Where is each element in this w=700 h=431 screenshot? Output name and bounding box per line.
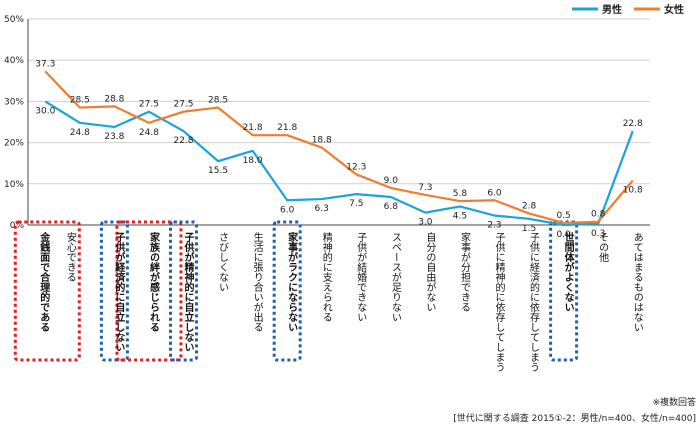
female-value-label: 9.0 bbox=[384, 176, 399, 186]
male-value-label: 4.5 bbox=[453, 211, 467, 221]
male-value-label: 6.3 bbox=[315, 204, 329, 214]
male-value-label: 24.8 bbox=[70, 128, 90, 138]
female-value-label: 18.8 bbox=[312, 136, 332, 146]
male-value-label: 7.5 bbox=[349, 199, 363, 209]
category-labels: 金銭面で合理的である 安心できる 子供が経済的に自立しない 家族の絆が感じられる 子供が… bbox=[38, 231, 643, 372]
male-value-label: 3.0 bbox=[418, 218, 433, 228]
legend-label: 女性 bbox=[664, 3, 684, 16]
y-tick-label: 50% bbox=[4, 15, 24, 25]
category-label: 自分の自由がない bbox=[424, 231, 436, 312]
male-value-label: 2.3 bbox=[487, 221, 501, 231]
y-tick-label: 0% bbox=[10, 221, 25, 231]
female-value-label: 6.0 bbox=[487, 188, 502, 198]
footnotes: ※複数回答 [世代に関する調査 2015①-2：男性/n=400、女性/n=400… bbox=[453, 396, 696, 424]
category-label: スペースが足りない bbox=[389, 232, 401, 322]
category-label: あてはまるものはない bbox=[631, 232, 643, 332]
y-tick-label: 10% bbox=[4, 180, 24, 190]
category-label: 家事が分担できる bbox=[458, 231, 470, 312]
data-labels: 30.0 37.3 24.8 28.5 23.8 28.8 27.5 24.8 22.8 27.5… bbox=[35, 59, 643, 240]
female-value-label: 7.3 bbox=[418, 183, 432, 193]
female-value-label: 24.8 bbox=[139, 128, 159, 138]
category-label: 世間体がよくない bbox=[562, 231, 574, 312]
category-label: 家事がラクにならない bbox=[286, 231, 298, 332]
series-lines bbox=[44, 70, 634, 227]
male-value-label: 0.0 bbox=[556, 230, 571, 240]
highlight-box bbox=[115, 220, 183, 362]
y-tick-label: 20% bbox=[4, 139, 24, 149]
female-value-label: 28.8 bbox=[104, 94, 124, 104]
highlight-box bbox=[13, 220, 81, 362]
category-label: その他 bbox=[597, 232, 609, 263]
y-tick-label: 40% bbox=[4, 56, 24, 66]
category-label: 生活に張り合いが出る bbox=[251, 231, 263, 332]
male-value-label: 1.5 bbox=[522, 224, 536, 234]
category-label: 子供が経済的に自立しない bbox=[113, 232, 126, 352]
y-tick-label: 30% bbox=[4, 97, 24, 107]
category-label: 子供に経済的に依存してしまう bbox=[528, 232, 540, 372]
male-value-label: 30.0 bbox=[35, 106, 55, 116]
male-value-label: 6.8 bbox=[384, 202, 399, 212]
note-source: [世代に関する調査 2015①-2：男性/n=400、女性/n=400] bbox=[453, 412, 696, 424]
female-value-label: 28.5 bbox=[208, 96, 228, 106]
male-value-label: 27.5 bbox=[139, 100, 159, 110]
female-value-label: 10.8 bbox=[623, 186, 643, 196]
male-value-label: 22.8 bbox=[173, 136, 193, 146]
y-axis: 0% 10% 20% 30% 40% 50% bbox=[4, 15, 29, 231]
category-label: 子供が精神的に自立しない bbox=[182, 232, 195, 352]
series-line-1 bbox=[44, 70, 634, 225]
category-highlight-boxes bbox=[13, 220, 579, 362]
note-multiple-answers: ※複数回答 bbox=[652, 396, 696, 408]
female-value-label: 12.3 bbox=[346, 162, 366, 172]
category-label: 子供に精神的に依存してしまう bbox=[493, 232, 505, 372]
category-label: 金銭面で合理的である bbox=[38, 231, 51, 332]
female-value-label: 21.8 bbox=[243, 123, 263, 133]
highlight-box bbox=[169, 220, 198, 362]
female-value-label: 0.5 bbox=[556, 211, 570, 221]
highlight-box bbox=[549, 220, 579, 362]
category-label: 子供が結婚できない bbox=[355, 232, 367, 322]
female-value-label: 2.8 bbox=[522, 201, 537, 211]
female-value-label: 5.8 bbox=[453, 189, 468, 199]
male-value-label: 6.0 bbox=[280, 205, 295, 215]
male-value-label: 15.5 bbox=[208, 166, 228, 176]
highlight-box bbox=[99, 220, 129, 362]
category-label: 安心できる bbox=[64, 231, 76, 282]
series-line-0 bbox=[44, 100, 634, 227]
female-value-label: 37.3 bbox=[35, 59, 55, 69]
legend: 男性 女性 bbox=[572, 3, 684, 16]
category-label: 精神的に支えられる bbox=[320, 231, 332, 322]
category-label: さびしくない bbox=[217, 232, 229, 292]
male-value-label: 23.8 bbox=[104, 132, 124, 142]
male-value-label: 0.3 bbox=[591, 229, 605, 239]
male-value-label: 18.0 bbox=[243, 156, 263, 166]
legend-label: 男性 bbox=[602, 3, 622, 16]
female-value-label: 0.8 bbox=[591, 210, 606, 220]
male-value-label: 22.8 bbox=[623, 119, 643, 129]
female-value-label: 21.8 bbox=[277, 123, 297, 133]
grid-lines bbox=[28, 18, 650, 226]
highlight-box bbox=[272, 220, 302, 362]
female-value-label: 28.5 bbox=[70, 96, 90, 106]
category-label: 家族の絆が感じられる bbox=[147, 231, 159, 332]
female-value-label: 27.5 bbox=[173, 100, 193, 110]
